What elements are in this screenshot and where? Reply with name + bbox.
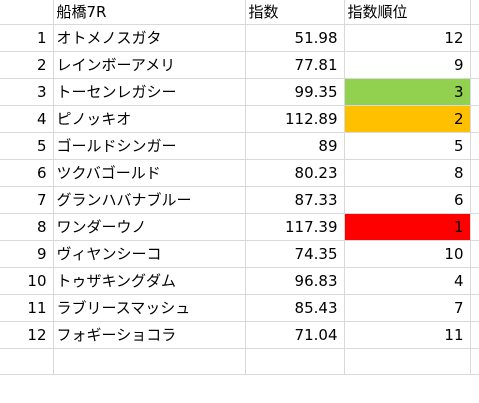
empty-cell[interactable] [53, 348, 246, 375]
horse-name-cell[interactable]: グランハバナブルー [53, 186, 246, 214]
index-value-cell[interactable]: 112.89 [245, 105, 345, 133]
index-value-cell[interactable]: 85.43 [245, 294, 345, 322]
empty-cell[interactable] [470, 159, 479, 187]
table-row: 1 オトメノスガタ 51.98 12 [0, 24, 479, 52]
header-index-cell[interactable]: 指数 [245, 0, 345, 25]
row-number-cell[interactable]: 7 [0, 186, 54, 214]
rank-value-cell[interactable]: 3 [344, 78, 471, 106]
index-value-cell[interactable]: 80.23 [245, 159, 345, 187]
row-number-cell[interactable]: 4 [0, 105, 54, 133]
header-race-cell[interactable]: 船橋7R [53, 0, 246, 25]
empty-cell[interactable] [470, 24, 479, 52]
empty-cell[interactable] [470, 132, 479, 160]
horse-name-cell[interactable]: ゴールドシンガー [53, 132, 246, 160]
table-row: 10 トゥザキングダム 96.83 4 [0, 267, 479, 295]
row-number-cell[interactable]: 9 [0, 240, 54, 268]
index-value-cell[interactable]: 117.39 [245, 213, 345, 241]
row-number-cell[interactable]: 1 [0, 24, 54, 52]
header-rank-cell[interactable]: 指数順位 [344, 0, 471, 25]
rank-value-cell[interactable]: 8 [344, 159, 471, 187]
table-row: 9 ヴィヤンシーコ 74.35 10 [0, 240, 479, 268]
table-row [0, 348, 479, 375]
horse-name-cell[interactable]: トゥザキングダム [53, 267, 246, 295]
index-value-cell[interactable]: 51.98 [245, 24, 345, 52]
table-row: 5 ゴールドシンガー 89 5 [0, 132, 479, 160]
rank-value-cell[interactable]: 5 [344, 132, 471, 160]
row-number-cell[interactable]: 11 [0, 294, 54, 322]
index-value-cell[interactable]: 77.81 [245, 51, 345, 79]
empty-cell[interactable] [0, 348, 54, 375]
horse-name-cell[interactable]: ツクバゴールド [53, 159, 246, 187]
horse-name-cell[interactable]: フォギーショコラ [53, 321, 246, 349]
index-value-cell[interactable]: 87.33 [245, 186, 345, 214]
row-number-cell[interactable]: 3 [0, 78, 54, 106]
horse-name-cell[interactable]: ヴィヤンシーコ [53, 240, 246, 268]
empty-cell[interactable] [470, 348, 479, 375]
table-row: 8 ワンダーウノ 117.39 1 [0, 213, 479, 241]
rank-value-cell[interactable]: 12 [344, 24, 471, 52]
index-value-cell[interactable]: 89 [245, 132, 345, 160]
horse-name-cell[interactable]: ワンダーウノ [53, 213, 246, 241]
empty-cell[interactable] [470, 213, 479, 241]
empty-cell[interactable] [470, 105, 479, 133]
index-value-cell[interactable]: 71.04 [245, 321, 345, 349]
empty-cell[interactable] [470, 0, 479, 25]
row-number-cell[interactable]: 6 [0, 159, 54, 187]
table-row: 7 グランハバナブルー 87.33 6 [0, 186, 479, 214]
row-number-cell[interactable]: 12 [0, 321, 54, 349]
row-number-cell[interactable]: 8 [0, 213, 54, 241]
data-table: 船橋7R 指数 指数順位 1 オトメノスガタ 51.98 12 2 レインボーアメリ 77.… [0, 0, 479, 375]
rank-value-cell[interactable]: 6 [344, 186, 471, 214]
horse-name-cell[interactable]: レインボーアメリ [53, 51, 246, 79]
rank-value-cell[interactable]: 4 [344, 267, 471, 295]
row-number-cell[interactable]: 2 [0, 51, 54, 79]
empty-cell[interactable] [470, 78, 479, 106]
horse-name-cell[interactable]: オトメノスガタ [53, 24, 246, 52]
rank-value-cell[interactable]: 10 [344, 240, 471, 268]
table-row: 3 トーセンレガシー 99.35 3 [0, 78, 479, 106]
horse-name-cell[interactable]: ピノッキオ [53, 105, 246, 133]
rank-value-cell[interactable]: 7 [344, 294, 471, 322]
row-number-cell[interactable]: 5 [0, 132, 54, 160]
empty-cell[interactable] [470, 294, 479, 322]
rank-value-cell[interactable]: 1 [344, 213, 471, 241]
table-row: 2 レインボーアメリ 77.81 9 [0, 51, 479, 79]
empty-cell[interactable] [470, 240, 479, 268]
horse-name-cell[interactable]: ラブリースマッシュ [53, 294, 246, 322]
empty-cell[interactable] [470, 51, 479, 79]
index-value-cell[interactable]: 74.35 [245, 240, 345, 268]
header-row: 船橋7R 指数 指数順位 [0, 0, 479, 25]
index-value-cell[interactable]: 99.35 [245, 78, 345, 106]
table-row: 12 フォギーショコラ 71.04 11 [0, 321, 479, 349]
empty-cell[interactable] [245, 348, 345, 375]
horse-name-cell[interactable]: トーセンレガシー [53, 78, 246, 106]
empty-cell[interactable] [344, 348, 471, 375]
row-number-cell[interactable]: 10 [0, 267, 54, 295]
table-row: 6 ツクバゴールド 80.23 8 [0, 159, 479, 187]
empty-cell[interactable] [470, 186, 479, 214]
table-row: 11 ラブリースマッシュ 85.43 7 [0, 294, 479, 322]
empty-cell[interactable] [470, 321, 479, 349]
rank-value-cell[interactable]: 11 [344, 321, 471, 349]
index-value-cell[interactable]: 96.83 [245, 267, 345, 295]
empty-cell[interactable] [0, 0, 54, 25]
rank-value-cell[interactable]: 2 [344, 105, 471, 133]
table-row: 4 ピノッキオ 112.89 2 [0, 105, 479, 133]
empty-cell[interactable] [470, 267, 479, 295]
rank-value-cell[interactable]: 9 [344, 51, 471, 79]
